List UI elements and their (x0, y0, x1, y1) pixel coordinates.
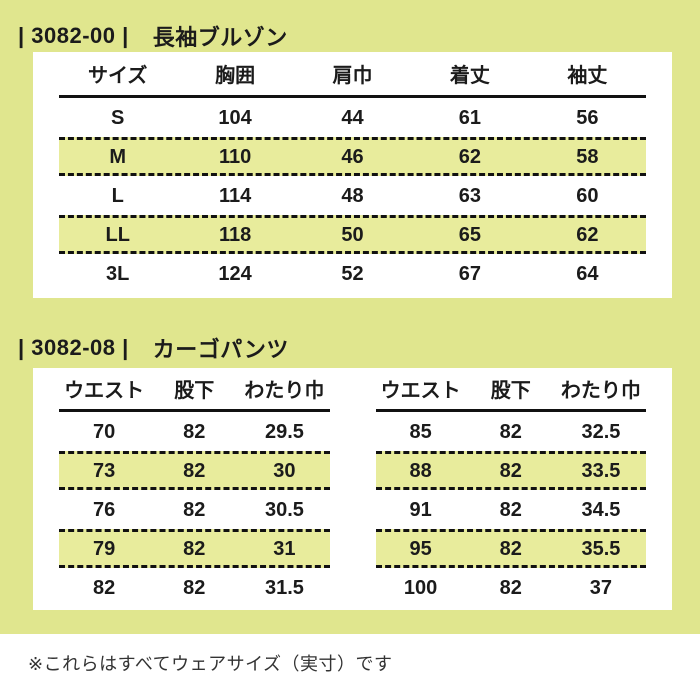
section1-product-name: 長袖ブルゾン (152, 25, 288, 50)
cell-size: LL (105, 223, 130, 246)
cell-sleeve: 60 (576, 184, 599, 207)
table-row: 73 82 30 (59, 451, 330, 490)
cell-length: 62 (458, 145, 482, 168)
cell-length: 67 (458, 262, 482, 285)
table-header-row: ウエスト 股下 わたり巾 (59, 372, 330, 412)
column-header-inseam: 股下 (174, 379, 215, 402)
cell-size: L (111, 184, 124, 207)
table-row-s: S 104 44 61 56 (59, 98, 646, 137)
table-row-ll: LL 118 50 65 62 (59, 215, 646, 254)
cell-waist: 100 (403, 576, 438, 599)
column-header-sleeve: 袖丈 (567, 64, 608, 87)
column-header-chest: 胸囲 (215, 64, 256, 87)
cell-shoulder: 44 (341, 106, 364, 129)
table-row: 79 82 31 (59, 529, 330, 568)
cell-thigh: 33.5 (581, 459, 621, 482)
cell-chest: 114 (218, 184, 252, 207)
column-header-waist: ウエスト (64, 379, 145, 402)
cell-size: M (109, 145, 127, 168)
cell-thigh: 29.5 (264, 420, 304, 443)
cell-sleeve: 64 (576, 262, 599, 285)
table-row: 95 82 35.5 (375, 529, 646, 568)
blouson-size-table: サイズ 胸囲 肩巾 着丈 袖丈 S 104 44 61 56 M 110 46 … (59, 56, 646, 293)
cell-waist: 73 (92, 459, 116, 482)
cell-thigh: 31.5 (264, 576, 304, 599)
table-row: 100 82 37 (376, 568, 647, 607)
table-row-l: L 114 48 63 60 (59, 176, 646, 215)
cell-chest: 118 (218, 223, 252, 246)
cell-sleeve: 62 (576, 223, 599, 246)
table-row: 70 82 29.5 (59, 412, 330, 451)
column-header-thigh: わたり巾 (244, 379, 325, 402)
cell-waist: 82 (92, 576, 116, 599)
table-header-row: サイズ 胸囲 肩巾 着丈 袖丈 (59, 56, 646, 98)
pants-size-table-panel: ウエスト 股下 わたり巾 70 82 29.5 73 82 30 76 82 (33, 368, 672, 610)
column-header-size: サイズ (88, 64, 148, 87)
cell-thigh: 34.5 (581, 498, 621, 521)
table-row: 85 82 32.5 (376, 412, 647, 451)
cell-length: 61 (458, 106, 482, 129)
cell-length: 63 (458, 184, 482, 207)
cell-waist: 76 (92, 498, 116, 521)
pants-size-table-right: ウエスト 股下 わたり巾 85 82 32.5 88 82 33.5 91 82 (375, 372, 647, 607)
cell-shoulder: 48 (341, 184, 364, 207)
actual-size-footnote: ※これらはすべてウェアサイズ（実寸）です (28, 654, 393, 674)
cell-shoulder: 50 (341, 223, 364, 246)
cell-size: 3L (106, 262, 130, 285)
cell-waist: 91 (409, 498, 432, 521)
cell-waist: 85 (409, 420, 432, 443)
cell-waist: 79 (92, 537, 116, 560)
column-header-waist: ウエスト (380, 379, 461, 402)
cell-inseam: 82 (499, 537, 522, 560)
cell-chest: 124 (218, 262, 252, 285)
cell-length: 65 (458, 223, 482, 246)
cell-inseam: 82 (499, 498, 522, 521)
cell-thigh: 30 (273, 459, 296, 482)
section1-product-code: | 3082-00 | (18, 23, 129, 48)
table-row-m: M 110 46 62 58 (59, 137, 646, 176)
column-header-thigh: わたり巾 (560, 379, 641, 402)
cell-sleeve: 56 (576, 106, 599, 129)
cell-waist: 95 (409, 537, 432, 560)
cell-inseam: 82 (499, 459, 522, 482)
cell-shoulder: 52 (341, 262, 364, 285)
cell-thigh: 32.5 (581, 420, 621, 443)
pants-size-tables: ウエスト 股下 わたり巾 70 82 29.5 73 82 30 76 82 (59, 372, 646, 607)
cell-size: S (111, 106, 125, 129)
cell-inseam: 82 (183, 537, 206, 560)
cell-chest: 110 (218, 145, 252, 168)
cell-inseam: 82 (499, 576, 522, 599)
cell-waist: 70 (92, 420, 116, 443)
section1-title: | 3082-00 | 長袖ブルゾン (18, 20, 700, 52)
table-row-3l: 3L 124 52 67 64 (59, 254, 646, 293)
chart-background: | 3082-00 | 長袖ブルゾン サイズ 胸囲 肩巾 着丈 袖丈 S 104… (0, 0, 700, 634)
cell-waist: 88 (409, 459, 432, 482)
section2-title: | 3082-08 | カーゴパンツ (18, 332, 700, 364)
cell-thigh: 35.5 (581, 537, 621, 560)
cell-inseam: 82 (499, 420, 522, 443)
cell-sleeve: 58 (576, 145, 599, 168)
cell-inseam: 82 (183, 498, 206, 521)
cell-thigh: 30.5 (264, 498, 304, 521)
table-row: 76 82 30.5 (59, 490, 330, 529)
cell-inseam: 82 (183, 420, 206, 443)
section2-product-code: | 3082-08 | (18, 335, 129, 360)
table-row: 91 82 34.5 (376, 490, 647, 529)
table-row: 88 82 33.5 (375, 451, 646, 490)
table-row: 82 82 31.5 (59, 568, 330, 607)
column-header-shoulder: 肩巾 (332, 64, 373, 87)
cell-thigh: 37 (589, 576, 613, 599)
pants-size-table-left: ウエスト 股下 わたり巾 70 82 29.5 73 82 30 76 82 (59, 372, 330, 607)
cell-inseam: 82 (183, 576, 206, 599)
blouson-size-table-panel: サイズ 胸囲 肩巾 着丈 袖丈 S 104 44 61 56 M 110 46 … (33, 52, 672, 298)
cell-inseam: 82 (183, 459, 206, 482)
section2-product-name: カーゴパンツ (152, 337, 289, 362)
cell-chest: 104 (218, 106, 252, 129)
cell-shoulder: 46 (341, 145, 364, 168)
column-header-length: 着丈 (449, 64, 490, 87)
table-header-row: ウエスト 股下 わたり巾 (375, 372, 646, 412)
column-header-inseam: 股下 (490, 379, 531, 402)
cell-thigh: 31 (273, 537, 296, 560)
